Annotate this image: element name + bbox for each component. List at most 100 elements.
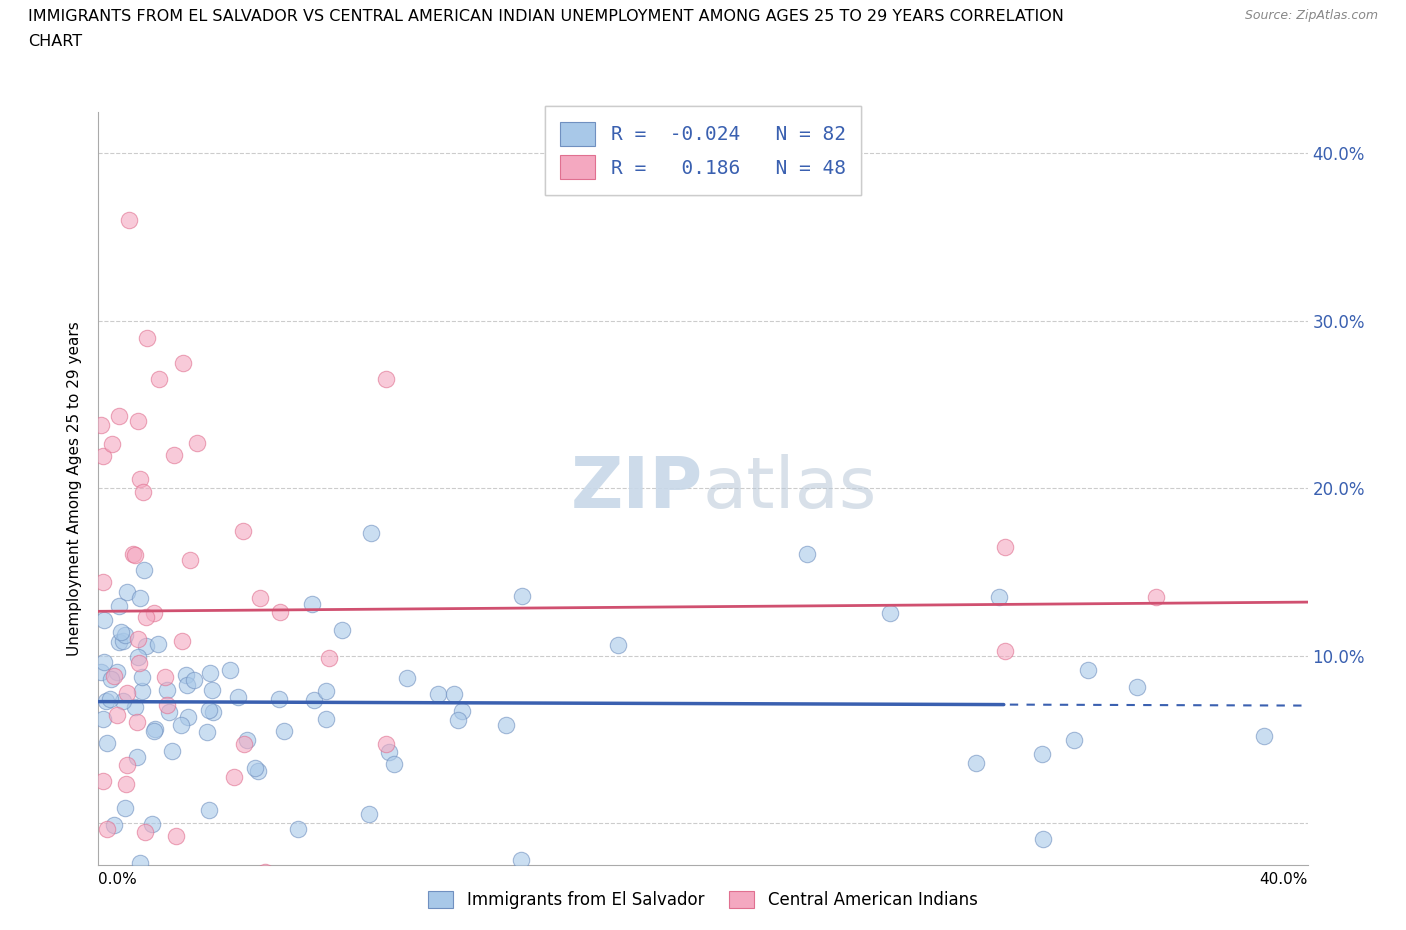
Point [318,650,340,665]
Point [131,684,153,698]
Point [163,447,186,462]
Point [1253,729,1275,744]
Point [134,825,156,840]
Point [146,636,169,651]
Point [183,672,205,687]
Text: atlas: atlas [703,454,877,523]
Point [965,755,987,770]
Point [101,922,124,930]
Point [108,408,131,423]
Point [101,436,124,451]
Point [395,671,418,685]
Point [108,634,131,649]
Point [451,703,474,718]
Point [142,724,165,738]
Text: 0.0%: 0.0% [98,871,138,886]
Point [105,665,128,680]
Text: Source: ZipAtlas.com: Source: ZipAtlas.com [1244,9,1378,22]
Point [1032,831,1054,846]
Point [127,650,149,665]
Point [103,817,125,832]
Point [447,712,470,727]
Point [170,717,193,732]
Text: 40.0%: 40.0% [1260,871,1308,886]
Point [879,605,901,620]
Point [200,683,222,698]
Point [157,705,180,720]
Point [155,670,177,684]
Point [374,737,396,751]
Point [201,704,224,719]
Point [304,693,326,708]
Point [197,702,219,717]
Point [796,546,818,561]
Point [96,736,118,751]
Point [98,691,121,706]
Point [93,612,115,627]
Point [287,821,309,836]
Point [117,685,139,700]
Point [103,669,125,684]
Legend: Immigrants from El Salvador, Central American Indians: Immigrants from El Salvador, Central Ame… [420,883,986,917]
Point [142,605,165,620]
Point [374,372,396,387]
Point [115,777,138,791]
Point [377,744,399,759]
Point [994,644,1017,658]
Point [105,708,128,723]
Point [124,699,146,714]
Point [273,724,295,738]
Point [224,770,246,785]
Point [128,656,150,671]
Point [122,547,145,562]
Point [115,758,138,773]
Point [114,801,136,816]
Point [141,817,163,831]
Point [1031,747,1053,762]
Point [90,665,112,680]
Point [94,694,117,709]
Point [232,737,254,751]
Point [195,724,218,739]
Point [156,683,179,698]
Point [177,710,200,724]
Point [148,372,170,387]
Point [90,418,112,432]
Point [156,698,179,712]
Point [110,624,132,639]
Point [174,668,197,683]
Point [124,548,146,563]
Point [179,552,201,567]
Point [384,757,406,772]
Point [100,671,122,686]
Point [253,864,276,879]
Point [143,721,166,736]
Point [176,678,198,693]
Point [510,588,533,603]
Point [246,764,269,778]
Point [131,670,153,684]
Point [269,604,291,619]
Point [129,591,152,605]
Point [127,631,149,646]
Point [129,472,152,486]
Point [117,584,139,599]
Point [93,655,115,670]
Point [114,628,136,643]
Point [426,686,449,701]
Point [129,877,152,892]
Point [135,639,157,654]
Point [236,733,259,748]
Point [315,684,337,698]
Y-axis label: Unemployment Among Ages 25 to 29 years: Unemployment Among Ages 25 to 29 years [67,321,83,656]
Point [1144,590,1167,604]
Point [160,743,183,758]
Point [357,806,380,821]
Text: ZIP: ZIP [571,454,703,523]
Point [172,355,194,370]
Point [495,717,517,732]
Point [91,575,114,590]
Point [186,435,208,450]
Point [198,665,221,680]
Point [125,750,148,764]
